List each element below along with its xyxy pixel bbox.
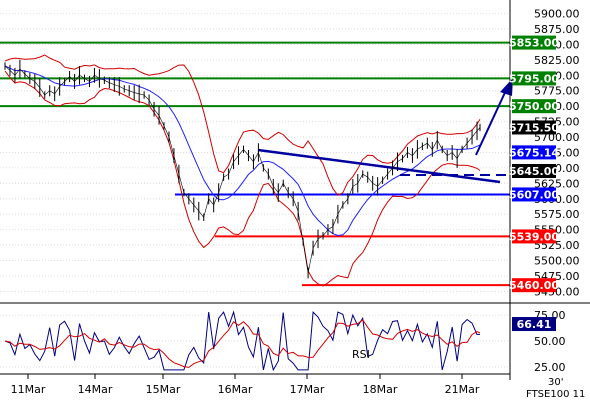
level-label: 5460.00	[509, 279, 559, 292]
price-line	[4, 65, 481, 273]
time-tick-label: 21Mar	[445, 383, 480, 396]
price-tick-label: 5625.00	[534, 177, 580, 190]
descending-trendline	[257, 148, 501, 184]
level-label-bg	[512, 35, 556, 50]
price-tick-label: 5875.00	[534, 23, 580, 36]
price-labels: 5853.00 5795.00 5750.00 5607.00 5539.00 5460.…	[509, 35, 559, 293]
level-label-bg	[512, 99, 556, 114]
marker-label: 5645.00	[509, 165, 559, 178]
price-tick-label: 5500.00	[534, 254, 580, 267]
bollinger-bands	[4, 54, 481, 287]
price-series	[4, 59, 481, 279]
level-label-bg	[512, 229, 556, 244]
time-tick-label: 16Mar	[218, 383, 253, 396]
rsi-tick-label: 25.00	[534, 361, 566, 374]
rsi-tick-label: 50.00	[534, 335, 566, 348]
moving-average	[4, 65, 481, 237]
marker-label: 5715.50	[509, 121, 559, 134]
price-tick-label: 5575.00	[534, 208, 580, 221]
rsi-line	[4, 310, 481, 372]
price-tick-label: 5900.00	[534, 8, 580, 21]
rsi-label: RSI	[352, 348, 370, 361]
level-label: 5853.00	[509, 37, 559, 50]
level-label: 5750.00	[509, 100, 559, 113]
level-label: 5607.00	[509, 188, 559, 201]
level-label: 5795.00	[509, 72, 559, 85]
time-tick-label: 17Mar	[290, 383, 325, 396]
time-axis: 11Mar 14Mar 15Mar 16Mar 17Mar 18Mar 21Mar	[0, 373, 510, 396]
lower-band	[4, 70, 481, 287]
rsi-signal-line	[4, 319, 481, 368]
projection-arrow	[475, 85, 509, 156]
time-tick-label: 18Mar	[363, 383, 398, 396]
level-label: 5539.00	[509, 230, 559, 243]
time-tick-label: 14Mar	[78, 383, 113, 396]
level-label-bg	[512, 278, 556, 293]
rsi-last-bg	[512, 317, 556, 332]
instrument-label: FTSE100 11	[526, 389, 585, 400]
price-tick-label: 5775.00	[534, 85, 580, 98]
upper-band	[4, 54, 481, 197]
marker-label-bg	[512, 145, 556, 160]
time-tick-label: 15Mar	[146, 383, 181, 396]
rsi-last-label: 66.41	[517, 318, 552, 331]
time-tick-label: 11Mar	[11, 383, 46, 396]
marker-label: 5675.14	[509, 146, 559, 159]
timeframe-label: 30'	[548, 377, 563, 388]
level-label-bg	[512, 187, 556, 202]
marker-label-bg	[512, 120, 556, 135]
level-label-bg	[512, 71, 556, 86]
price-tick-label: 5825.00	[534, 54, 580, 67]
marker-label-bg	[512, 163, 556, 178]
